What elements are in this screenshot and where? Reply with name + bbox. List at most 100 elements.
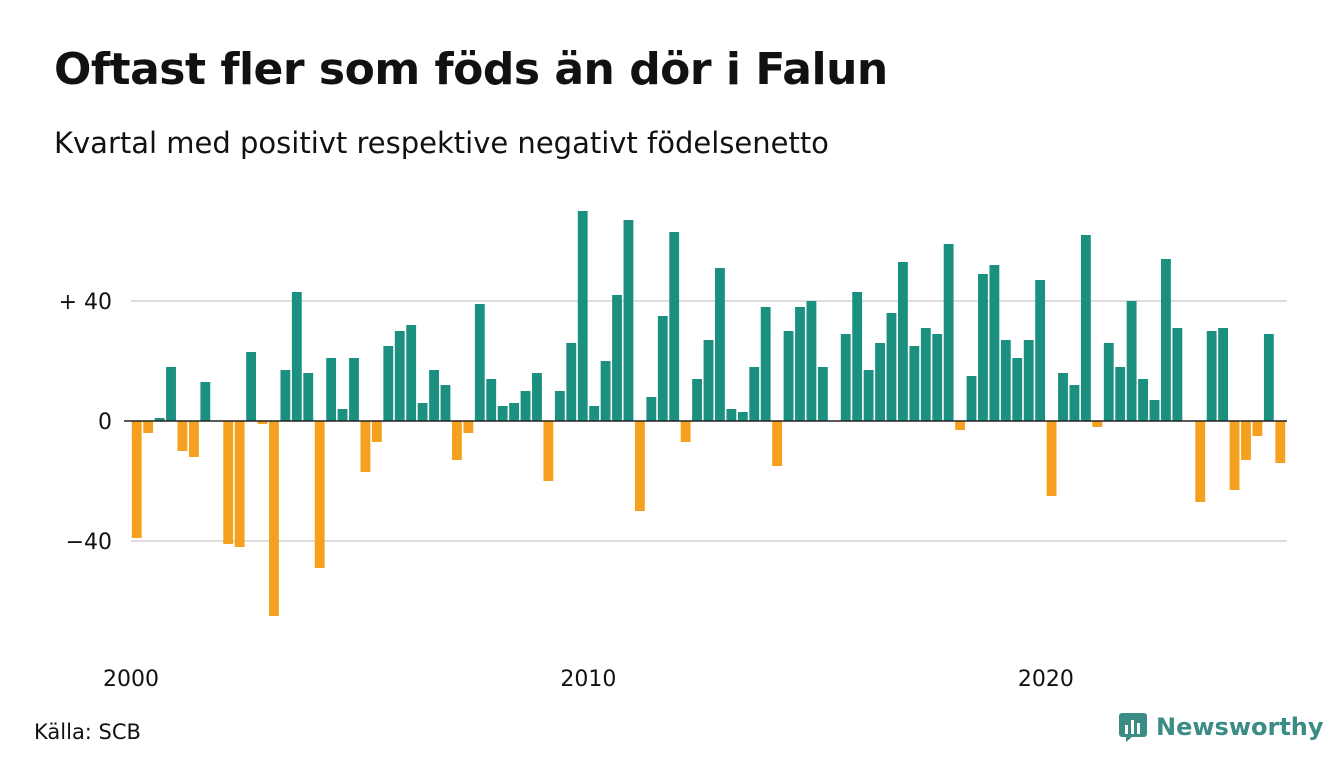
bar-2017-Q1	[909, 346, 920, 421]
bar-2019-Q2	[1012, 358, 1023, 421]
bar-2001-Q1	[177, 421, 188, 451]
bar-2009-Q3	[566, 343, 577, 421]
bar-2004-Q4	[349, 358, 359, 421]
chart-subtitle: Kvartal med positivt respektive negativt…	[54, 126, 829, 160]
bar-2016-Q3	[886, 313, 897, 421]
bar-2015-Q1	[817, 367, 828, 421]
bar-2013-Q4	[760, 307, 771, 421]
x-tick-label: 2000	[103, 667, 159, 692]
bar-2007-Q1	[452, 421, 462, 460]
bar-2009-Q4	[577, 211, 588, 421]
bar-2018-Q2	[966, 376, 977, 421]
bar-2000-Q1	[131, 421, 142, 538]
bar-2019-Q1	[1000, 340, 1011, 421]
bar-2003-Q2	[280, 370, 291, 421]
bar-2011-Q2	[646, 397, 657, 421]
brand-logo: Newsworthy	[1118, 712, 1324, 742]
bar-2024-Q2	[1241, 421, 1251, 460]
bar-2017-Q2	[920, 328, 931, 421]
bar-2007-Q4	[486, 379, 497, 421]
bar-2012-Q3	[703, 340, 714, 421]
bar-2012-Q4	[715, 268, 725, 421]
bar-2009-Q1	[543, 421, 554, 481]
bar-2008-Q1	[497, 406, 508, 421]
bar-2005-Q1	[360, 421, 371, 472]
bar-2010-Q1	[589, 406, 600, 421]
bar-2006-Q1	[406, 325, 417, 421]
bar-2016-Q1	[863, 370, 874, 421]
bar-2005-Q3	[383, 346, 394, 421]
bar-2014-Q3	[795, 307, 805, 421]
bar-2017-Q3	[932, 334, 943, 421]
bar-2002-Q2	[234, 421, 245, 547]
bar-2003-Q3	[291, 292, 302, 421]
bar-2024-Q4	[1263, 334, 1274, 421]
bar-2010-Q3	[612, 295, 622, 421]
bar-2008-Q3	[520, 391, 531, 421]
bar-2004-Q2	[326, 358, 337, 421]
bar-2002-Q4	[257, 421, 268, 424]
brand-name: Newsworthy	[1156, 713, 1324, 741]
bar-2002-Q3	[246, 352, 256, 421]
chart-title: Oftast fler som föds än dör i Falun	[54, 44, 888, 95]
bar-chart: + 40 0 −40 2000 2010 2020	[59, 211, 1287, 692]
bar-2007-Q3	[474, 304, 485, 421]
bar-2016-Q4	[897, 262, 908, 421]
bar-undefined	[1275, 421, 1286, 463]
bar-2014-Q2	[783, 331, 794, 421]
bar-2019-Q4	[1035, 280, 1046, 421]
bar-2020-Q2	[1058, 373, 1068, 421]
bar-2008-Q2	[509, 403, 520, 421]
bar-2016-Q2	[875, 343, 885, 421]
bar-2005-Q2	[371, 421, 382, 442]
bar-2024-Q3	[1252, 421, 1263, 436]
bar-2022-Q3	[1161, 259, 1171, 421]
bar-2004-Q1	[314, 421, 325, 568]
bar-2022-Q1	[1138, 379, 1148, 421]
y-tick-labels: + 40 0 −40	[59, 290, 112, 555]
bar-2020-Q4	[1080, 235, 1091, 421]
bar-2020-Q3	[1069, 385, 1080, 421]
bar-2022-Q2	[1149, 400, 1160, 421]
bar-2001-Q3	[200, 382, 211, 421]
bar-2018-Q4	[989, 265, 1000, 421]
bar-2003-Q1	[269, 421, 279, 616]
bar-2014-Q1	[772, 421, 783, 466]
bar-2021-Q1	[1092, 421, 1103, 427]
y-tick-label: + 40	[59, 290, 112, 315]
bar-2022-Q4	[1172, 328, 1183, 421]
bar-2015-Q3	[840, 334, 851, 421]
bar-2017-Q4	[943, 244, 954, 421]
bar-2008-Q4	[532, 373, 542, 421]
bar-2023-Q2	[1195, 421, 1206, 502]
x-tick-label: 2010	[560, 667, 616, 692]
bar-2010-Q2	[600, 361, 611, 421]
bar-2014-Q4	[806, 301, 817, 421]
bar-2018-Q1	[955, 421, 966, 430]
bar-2006-Q3	[429, 370, 439, 421]
bar-2011-Q1	[634, 421, 645, 511]
bar-2021-Q3	[1115, 367, 1126, 421]
bar-2011-Q4	[669, 232, 680, 421]
bar-2023-Q3	[1206, 331, 1217, 421]
bar-2012-Q1	[680, 421, 691, 442]
bar-2012-Q2	[692, 379, 702, 421]
bar-2021-Q4	[1126, 301, 1137, 421]
bar-2013-Q2	[737, 412, 748, 421]
bar-2019-Q3	[1023, 340, 1034, 421]
bars	[131, 211, 1286, 616]
y-tick-label: −40	[66, 530, 112, 555]
x-tick-label: 2020	[1018, 667, 1074, 692]
bar-2013-Q1	[726, 409, 737, 421]
bar-2003-Q4	[303, 373, 314, 421]
bar-2000-Q2	[143, 421, 154, 433]
source-note: Källa: SCB	[34, 720, 141, 744]
bar-2020-Q1	[1046, 421, 1057, 496]
bar-2006-Q2	[417, 403, 428, 421]
bar-2007-Q2	[463, 421, 474, 433]
bar-2021-Q2	[1103, 343, 1114, 421]
y-tick-label: 0	[98, 410, 112, 435]
bar-2005-Q4	[394, 331, 405, 421]
x-tick-labels: 2000 2010 2020	[103, 667, 1074, 692]
bar-2004-Q3	[337, 409, 348, 421]
